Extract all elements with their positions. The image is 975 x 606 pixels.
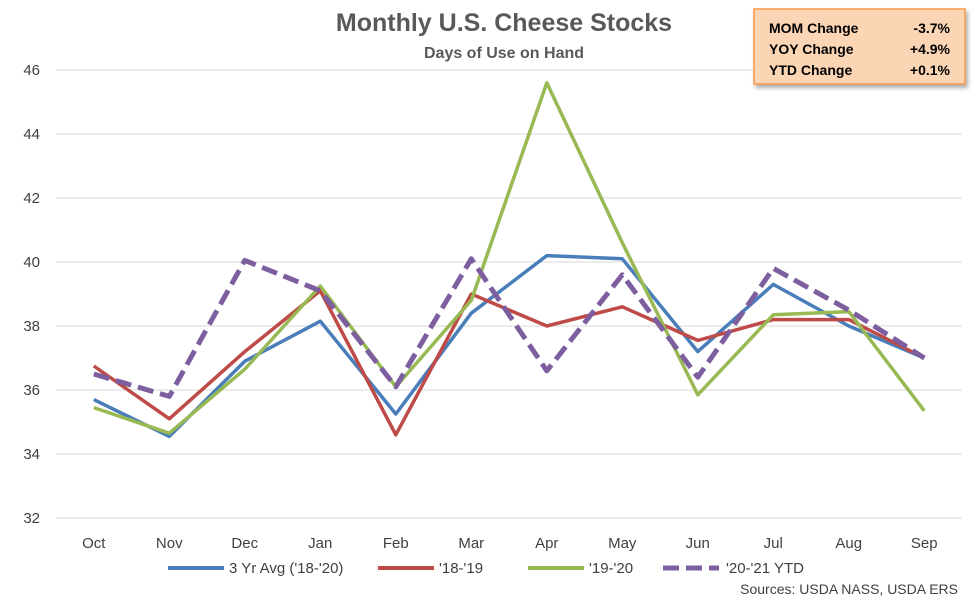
y-tick-label: 38: [23, 318, 40, 335]
series-line-3yr-avg: [93, 253, 925, 439]
y-tick-label: 42: [23, 190, 40, 207]
yoy-change-value: +4.9%: [910, 41, 951, 57]
y-tick-label: 44: [23, 126, 40, 143]
source-note: Sources: USDA NASS, USDA ERS: [740, 581, 958, 597]
chart-title: Monthly U.S. Cheese Stocks: [336, 9, 672, 37]
y-tick-label: 46: [23, 62, 40, 79]
series-line-19-20: [93, 81, 926, 435]
legend-label-3yr-avg: 3 Yr Avg ('18-'20): [229, 560, 343, 577]
x-tick-label: Aug: [835, 535, 862, 552]
y-tick-label: 32: [23, 510, 40, 527]
x-tick-label: Apr: [535, 535, 558, 552]
x-tick-label: Jan: [308, 535, 332, 552]
series-line-18-19: [92, 289, 926, 437]
legend-item-3yr-avg: 3 Yr Avg ('18-'20): [168, 560, 343, 577]
y-tick-label: 34: [23, 446, 40, 463]
gridlines: [56, 69, 962, 519]
x-tick-label: Jul: [764, 535, 783, 552]
x-tick-label: Feb: [383, 535, 409, 552]
summary-box-background: [753, 8, 966, 85]
x-tick-label: May: [608, 535, 637, 552]
x-tick-label: Jun: [686, 535, 710, 552]
x-tick-label: Nov: [156, 535, 183, 552]
legend-label-19-20: '19-'20: [589, 560, 633, 577]
series-lines: [92, 81, 926, 439]
x-tick-label: Dec: [231, 535, 258, 552]
legend-item-19-20: '19-'20: [528, 560, 633, 577]
mom-change-value: -3.7%: [913, 20, 950, 36]
legend-label-20-21-ytd: '20-'21 YTD: [726, 560, 804, 577]
y-tick-label: 36: [23, 382, 40, 399]
x-tick-label: Sep: [911, 535, 938, 552]
series-line-20-21-ytd: [93, 256, 926, 399]
y-axis-ticks: 32 34 36 38 40 42 44 46: [23, 62, 40, 527]
ytd-change-label: YTD Change: [769, 62, 852, 78]
chart-subtitle: Days of Use on Hand: [424, 45, 584, 62]
legend-item-18-19: '18-'19: [378, 560, 483, 577]
x-axis-ticks: Oct Nov Dec Jan Feb Mar Apr May Jun Jul Aug Sep: [82, 535, 938, 552]
summary-box: MOM Change -3.7% YOY Change +4.9% YTD Ch…: [753, 8, 966, 85]
x-tick-label: Mar: [458, 535, 484, 552]
legend-label-18-19: '18-'19: [439, 560, 483, 577]
y-tick-label: 40: [23, 254, 40, 271]
ytd-change-value: +0.1%: [910, 62, 951, 78]
yoy-change-label: YOY Change: [769, 41, 854, 57]
legend-item-20-21-ytd: '20-'21 YTD: [663, 560, 804, 577]
legend: 3 Yr Avg ('18-'20) '18-'19 '19-'20 '20-'…: [168, 560, 804, 577]
x-tick-label: Oct: [82, 535, 106, 552]
mom-change-label: MOM Change: [769, 20, 859, 36]
